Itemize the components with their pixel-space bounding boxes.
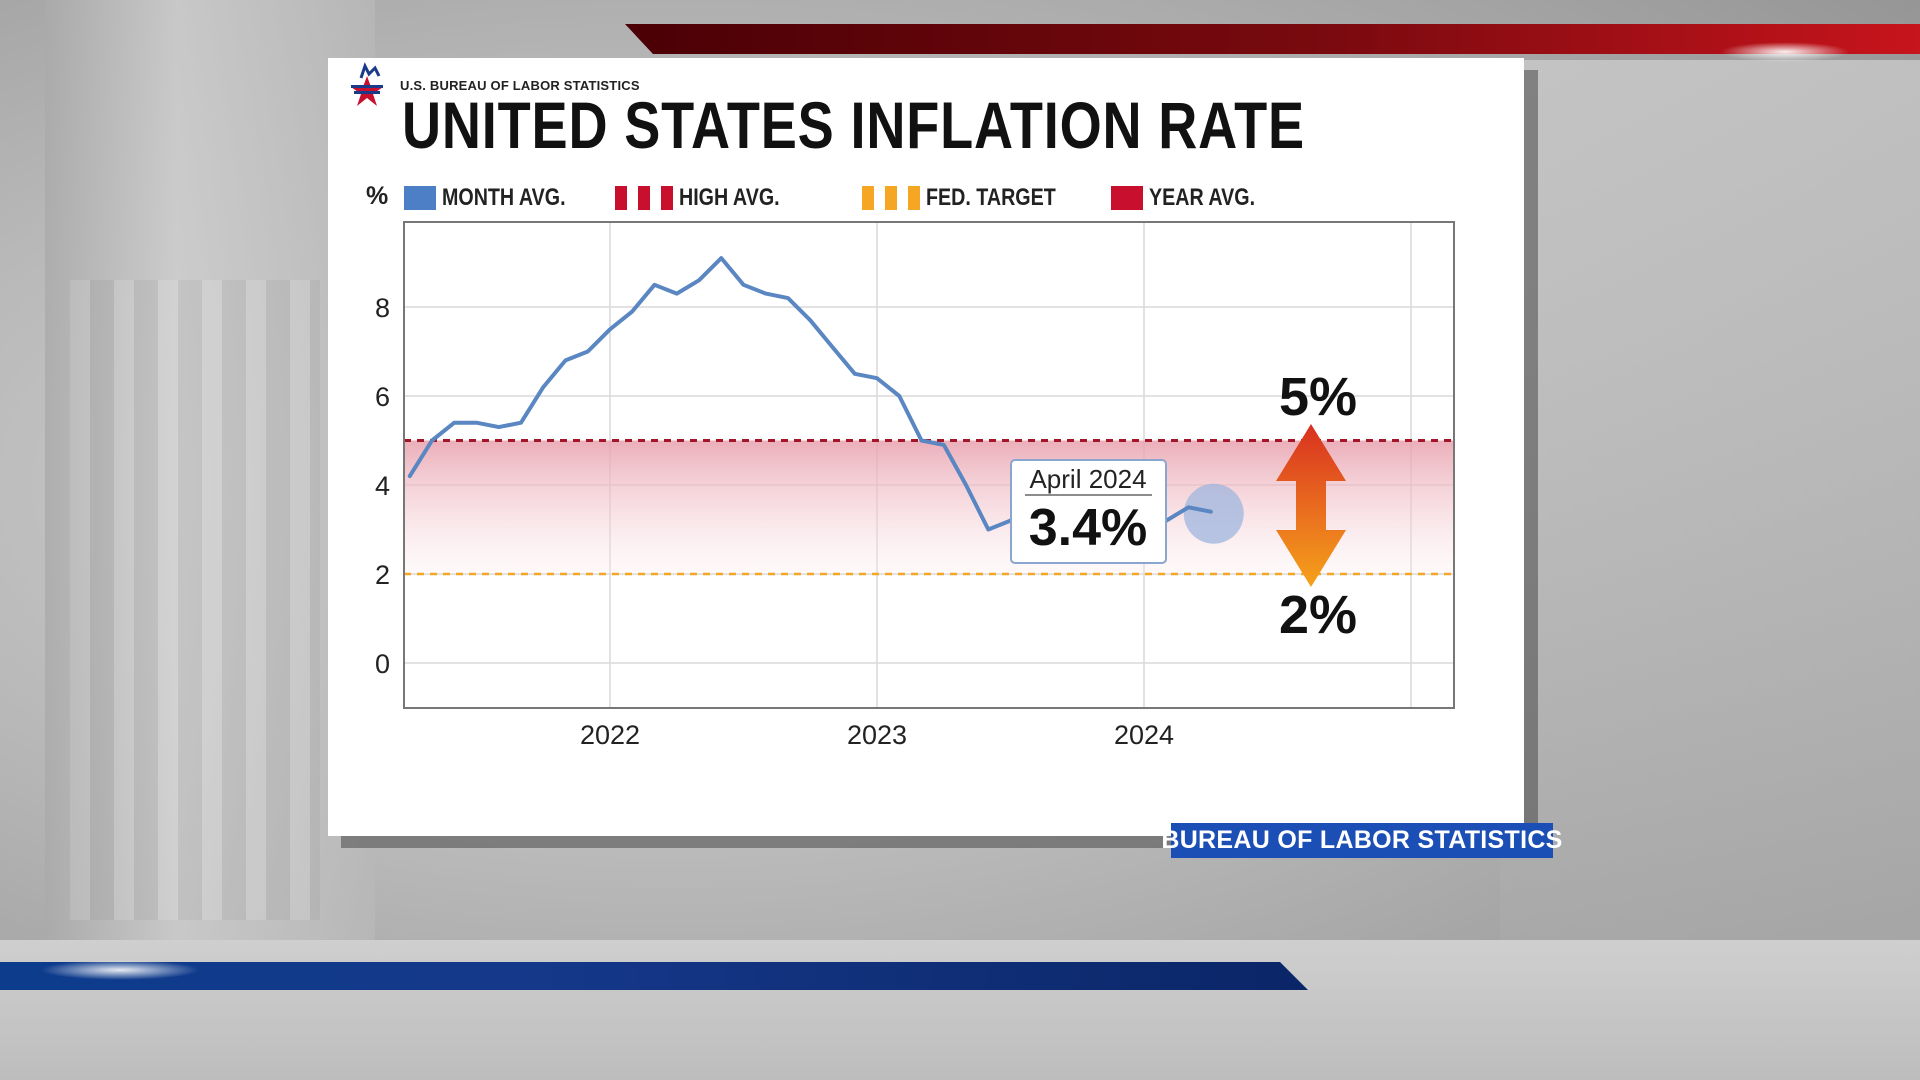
data-point [898, 395, 900, 397]
latest-value-callout: April 2024 3.4% [1010, 459, 1167, 564]
data-point [943, 444, 945, 446]
data-point [654, 284, 655, 286]
data-point [743, 284, 744, 286]
data-point [1188, 506, 1189, 508]
range-arrow-icon [1276, 424, 1346, 587]
y-tick-labels: 0 2 4 6 8 [375, 293, 390, 679]
y-tick-label: 4 [375, 471, 390, 501]
data-point [1210, 511, 1212, 513]
x-tick-labels: 2022 2023 2024 [580, 720, 1174, 750]
data-point [498, 426, 500, 428]
source-tag: BUREAU OF LABOR STATISTICS [1161, 823, 1562, 858]
legend-item-fed-target: FED. TARGET [862, 184, 1084, 212]
legend-swatch-fed-target [862, 186, 920, 210]
data-point [720, 257, 722, 259]
data-point [921, 440, 922, 441]
top-red-accent-bar [625, 24, 1920, 54]
legend-swatch-month-avg [404, 186, 436, 210]
data-point [542, 386, 544, 388]
data-point [565, 359, 566, 361]
background-building [70, 280, 320, 920]
y-unit-label: % [366, 182, 389, 210]
legend-label-month-avg: MONTH AVG. [442, 184, 566, 211]
data-point [809, 319, 811, 321]
legend-label-year-avg: YEAR AVG. [1149, 184, 1256, 211]
x-tick-label: 2022 [580, 720, 640, 750]
data-point [676, 293, 678, 295]
data-point [631, 310, 633, 312]
data-point [854, 373, 856, 375]
top-red-glow [1720, 42, 1850, 62]
plot-border [403, 221, 1455, 709]
callout-period: April 2024 [1029, 464, 1146, 494]
legend-item-month-avg: MONTH AVG. [404, 184, 593, 212]
legend-swatch-high-avg [615, 186, 673, 210]
bottom-blue-glow [40, 960, 200, 980]
background-right-panel [1500, 60, 1920, 960]
data-point [965, 484, 967, 486]
bls-star-logo-icon [351, 62, 383, 106]
x-tick-label: 2024 [1114, 720, 1174, 750]
data-point [876, 377, 878, 379]
latest-point-halo [1183, 483, 1244, 544]
data-point [476, 422, 477, 424]
data-point [787, 297, 789, 299]
range-high-label: 5% [1279, 367, 1357, 427]
data-point [453, 422, 455, 424]
data-point [409, 475, 411, 477]
y-tick-label: 2 [375, 560, 390, 590]
x-tick-label: 2023 [847, 720, 907, 750]
callout-value: 3.4% [1029, 499, 1148, 557]
range-band [404, 440, 1454, 574]
data-point [987, 529, 989, 530]
y-tick-label: 8 [375, 293, 390, 323]
background-left-panel [45, 0, 375, 1080]
data-point [587, 351, 589, 352]
legend-label-fed-target: FED. TARGET [926, 184, 1056, 211]
data-point [431, 440, 433, 441]
y-tick-label: 6 [375, 382, 390, 412]
data-point [832, 346, 833, 348]
legend-label-high-avg: HIGH AVG. [679, 184, 780, 211]
data-point [698, 279, 700, 281]
legend-item-high-avg: HIGH AVG. [615, 184, 802, 212]
chart-title: UNITED STATES INFLATION RATE [402, 88, 1305, 162]
bottom-blue-accent-bar [0, 962, 1308, 990]
data-point [765, 293, 767, 295]
range-band-fill [404, 440, 1454, 574]
legend-swatch-year-avg [1111, 186, 1143, 210]
legend-item-year-avg: YEAR AVG. [1111, 184, 1278, 212]
data-point [609, 328, 611, 330]
data-point [520, 422, 522, 424]
range-low-label: 2% [1279, 585, 1357, 645]
y-tick-label: 0 [375, 649, 390, 679]
org-name: U.S. BUREAU OF LABOR STATISTICS [400, 78, 640, 93]
plot-frame [403, 221, 1455, 709]
